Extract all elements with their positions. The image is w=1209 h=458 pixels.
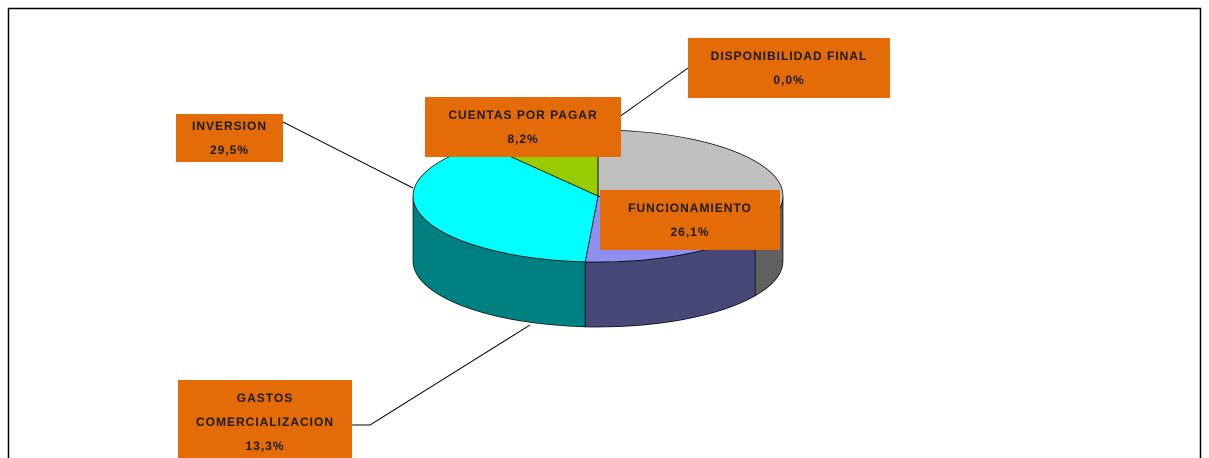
label-name: INVERSION bbox=[191, 119, 267, 133]
label-value: 13,3% bbox=[245, 439, 285, 453]
data-label: GASTOS COMERCIALIZACION 13,3% bbox=[178, 380, 352, 458]
label-value: 29,5% bbox=[209, 143, 250, 157]
label-name: CUENTAS POR PAGAR bbox=[448, 108, 598, 122]
leader-line bbox=[352, 324, 531, 426]
label-value: 0,0% bbox=[773, 73, 805, 87]
data-label: INVERSION 29,5% bbox=[176, 114, 283, 162]
pie-slice bbox=[412, 143, 599, 263]
label-name: FUNCIONAMIENTO bbox=[628, 201, 752, 215]
label-name: GASTOS COMERCIALIZACION bbox=[196, 391, 334, 429]
label-value: 8,2% bbox=[507, 132, 539, 146]
data-label: DISPONIBILIDAD FINAL 0,0% bbox=[688, 38, 890, 98]
data-label: CUENTAS POR PAGAR 8,2% bbox=[425, 97, 621, 157]
frame bbox=[7, 7, 1202, 458]
label-name: DISPONIBILIDAD FINAL bbox=[710, 49, 868, 63]
leader-line bbox=[282, 121, 414, 189]
label-value: 26,1% bbox=[670, 225, 710, 239]
data-label: FUNCIONAMIENTO 26,1% bbox=[600, 190, 780, 250]
